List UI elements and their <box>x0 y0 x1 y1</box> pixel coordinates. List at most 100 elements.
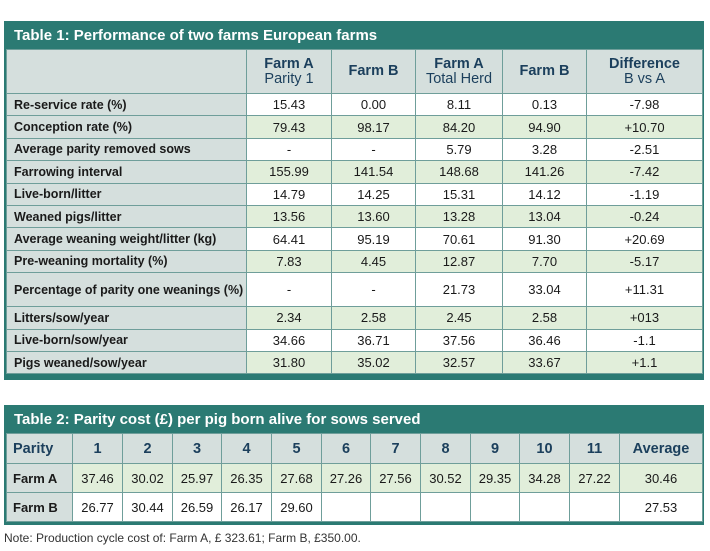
table-cell: -0.24 <box>586 204 703 229</box>
header-farm-a-total: Farm A Total Herd <box>415 49 503 94</box>
table-cell: 64.41 <box>246 227 332 251</box>
table-cell: 14.79 <box>246 182 332 206</box>
table-cell <box>420 492 471 522</box>
table-cell: 36.71 <box>331 328 416 352</box>
row-label: Conception rate (%) <box>6 115 247 139</box>
table-cell: 15.31 <box>415 182 503 206</box>
table-row: Re-service rate (%) 15.43 0.00 8.11 0.13 -7.9… <box>6 92 703 117</box>
table-cell: - <box>331 137 416 162</box>
table-cell: 70.61 <box>415 227 503 251</box>
table-cell: 31.80 <box>246 350 332 375</box>
table2-header-row: Parity 1 2 3 4 5 6 7 8 9 10 11 Average <box>6 433 703 464</box>
table-cell: 15.43 <box>246 92 332 117</box>
table2-header-cell: 4 <box>221 433 272 464</box>
table-row: Farm B 26.77 30.44 26.59 26.17 29.60 27.53 <box>6 492 703 522</box>
table-cell: - <box>246 137 332 162</box>
table-cell: +11.31 <box>586 272 703 308</box>
table-cell: 13.04 <box>502 204 587 229</box>
table-cell: -5.17 <box>586 249 703 274</box>
table-cell: 25.97 <box>172 463 222 493</box>
table-cell: 148.68 <box>415 160 503 184</box>
header-farm-a-parity1: Farm A Parity 1 <box>246 49 332 94</box>
table-cell: 5.79 <box>415 137 503 162</box>
table-row: Weaned pigs/litter 13.56 13.60 13.28 13.04 -0… <box>6 204 703 229</box>
table-cell: 12.87 <box>415 249 503 274</box>
table-cell: 0.00 <box>331 92 416 117</box>
table2-title: Table 2: Parity cost (£) per pig born al… <box>6 407 702 433</box>
table-cell: -7.98 <box>586 92 703 117</box>
table-cell: 30.02 <box>122 463 173 493</box>
table2-header-cell: 7 <box>370 433 421 464</box>
row-label: Farrowing interval <box>6 160 247 184</box>
row-label: Live-born/litter <box>6 182 247 206</box>
table2-header-cell: 10 <box>519 433 570 464</box>
table-cell: +20.69 <box>586 227 703 251</box>
table-cell: 29.35 <box>470 463 520 493</box>
table-row: Farrowing interval 155.99 141.54 148.68 141.… <box>6 160 703 184</box>
table-cell: 34.66 <box>246 328 332 352</box>
row-label: Live-born/sow/year <box>6 328 247 352</box>
table-cell: 32.57 <box>415 350 503 375</box>
table-cell: 35.02 <box>331 350 416 375</box>
table-cell: 8.11 <box>415 92 503 117</box>
table2-header-cell: 11 <box>569 433 620 464</box>
table2-header-cell: 5 <box>271 433 322 464</box>
row-label: Percentage of parity one weanings (%) <box>6 272 247 308</box>
table-cell: 27.53 <box>619 492 703 522</box>
table-row: Live-born/sow/year 34.66 36.71 37.56 36.46 -1… <box>6 328 703 352</box>
table1-title: Table 1: Performance of two farms Europe… <box>6 23 702 49</box>
header-farm-b-2: Farm B <box>502 49 587 94</box>
table2-header-cell: 2 <box>122 433 173 464</box>
table2: Parity 1 2 3 4 5 6 7 8 9 10 11 Average Farm A 37.46 30… <box>6 433 703 522</box>
table-cell: 37.56 <box>415 328 503 352</box>
row-label: Re-service rate (%) <box>6 92 247 117</box>
table-cell: +10.70 <box>586 115 703 139</box>
table-cell: 13.56 <box>246 204 332 229</box>
table2-header-cell: 9 <box>470 433 520 464</box>
table-cell: 26.17 <box>221 492 272 522</box>
table-cell: 95.19 <box>331 227 416 251</box>
row-label: Average parity removed sows <box>6 137 247 162</box>
table2-header-cell: Average <box>619 433 703 464</box>
table-cell: 29.60 <box>271 492 322 522</box>
table-cell: 2.58 <box>331 306 416 330</box>
table-cell: - <box>246 272 332 308</box>
table-cell: 98.17 <box>331 115 416 139</box>
table2-header-cell: 8 <box>420 433 471 464</box>
table-row: Percentage of parity one weanings (%) - -2… <box>6 272 703 308</box>
table-row: Pigs weaned/sow/year 31.80 35.02 32.57 33.67… <box>6 350 703 375</box>
table-cell: - <box>331 272 416 308</box>
table1-panel: Table 1: Performance of two farms Europe… <box>4 21 704 380</box>
table-cell: 91.30 <box>502 227 587 251</box>
row-label: Litters/sow/year <box>6 306 247 330</box>
table-cell: -7.42 <box>586 160 703 184</box>
table-cell: 27.26 <box>321 463 371 493</box>
header-farm-b-1: Farm B <box>331 49 416 94</box>
table2-panel: Table 2: Parity cost (£) per pig born al… <box>4 405 704 525</box>
row-label: Pre-weaning mortality (%) <box>6 249 247 274</box>
table-cell: 79.43 <box>246 115 332 139</box>
table-cell: 34.28 <box>519 463 570 493</box>
table-cell: 7.83 <box>246 249 332 274</box>
row-label: Pigs weaned/sow/year <box>6 350 247 375</box>
table-cell <box>321 492 371 522</box>
table-cell: -2.51 <box>586 137 703 162</box>
table-cell: 27.22 <box>569 463 620 493</box>
table-cell: 7.70 <box>502 249 587 274</box>
table-cell: 13.28 <box>415 204 503 229</box>
table-cell: +013 <box>586 306 703 330</box>
table-row: Average weaning weight/litter (kg) 64.41 9… <box>6 227 703 251</box>
table-cell <box>370 492 421 522</box>
table2-header-cell: Parity <box>6 433 73 464</box>
table-cell: 13.60 <box>331 204 416 229</box>
table-cell: 0.13 <box>502 92 587 117</box>
table-cell: -1.19 <box>586 182 703 206</box>
table-cell: 36.46 <box>502 328 587 352</box>
table-cell: 2.34 <box>246 306 332 330</box>
header-difference: Difference B vs A <box>586 49 703 94</box>
table-cell <box>470 492 520 522</box>
table-cell: 26.35 <box>221 463 272 493</box>
table-cell: 33.04 <box>502 272 587 308</box>
row-label: Weaned pigs/litter <box>6 204 247 229</box>
table-cell <box>519 492 570 522</box>
